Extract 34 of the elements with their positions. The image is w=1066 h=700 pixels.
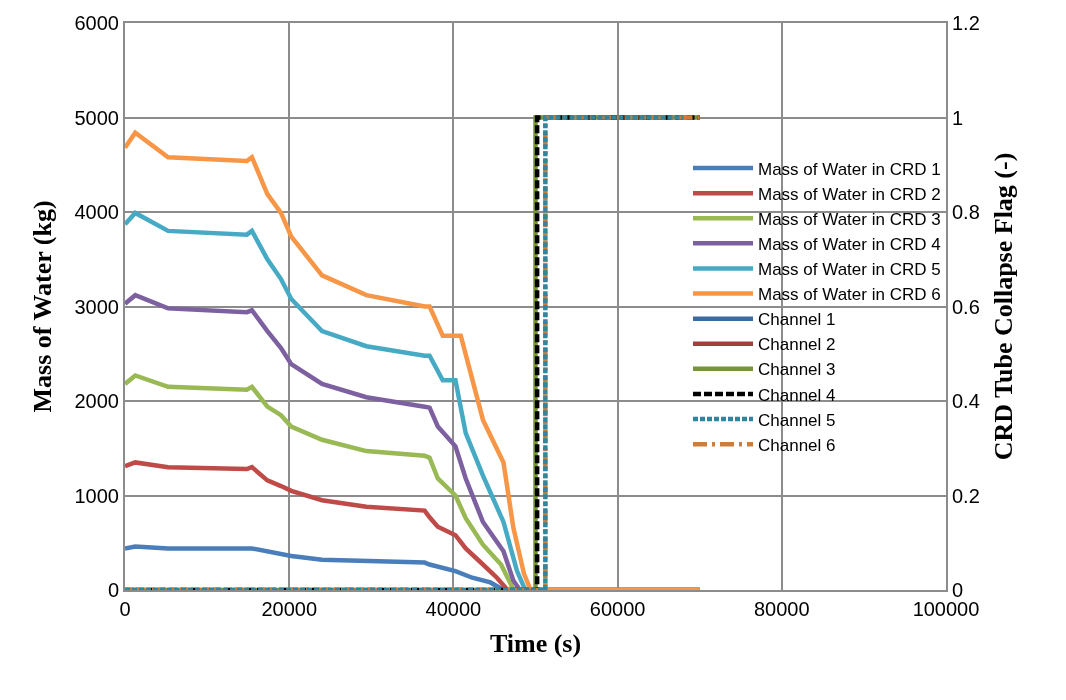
legend-label: Channel 6	[758, 435, 836, 455]
y-tick-label: 4000	[74, 201, 119, 223]
y-tick-label: 6000	[74, 12, 119, 34]
legend-label: Mass of Water in CRD 3	[758, 209, 941, 229]
y2-tick-label: 1.2	[952, 12, 980, 34]
x-tick-label: 60000	[589, 598, 646, 620]
legend-label: Channel 3	[758, 360, 836, 380]
legend-label: Mass of Water in CRD 2	[758, 184, 941, 204]
y-tick-label: 0	[107, 579, 119, 601]
legend-label: Mass of Water in CRD 5	[758, 260, 941, 280]
y2-tick-label: 0.8	[952, 201, 980, 223]
y2-tick-label: 1	[952, 106, 964, 129]
legend-label: Channel 1	[758, 310, 836, 330]
x-axis-title: Time (s)	[489, 629, 582, 659]
y2-axis-title: CRD Tube Collapse Flag (-)	[989, 152, 1019, 461]
x-tick-label: 80000	[753, 598, 810, 620]
legend-label: Mass of Water in CRD 4	[758, 234, 941, 254]
y-tick-label: 1000	[74, 484, 119, 507]
legend-label: Mass of Water in CRD 1	[758, 159, 941, 179]
legend-label: Mass of Water in CRD 6	[758, 285, 941, 305]
y2-tick-label: 0.6	[952, 295, 980, 318]
y2-tick-label: 0.2	[952, 484, 980, 507]
y2-tick-label: 0.4	[952, 390, 980, 412]
y-tick-label: 2000	[74, 390, 119, 412]
x-tick-label: 20000	[261, 598, 318, 620]
x-tick-label: 100000	[912, 598, 980, 620]
y-tick-label: 3000	[74, 295, 119, 318]
x-tick-label: 40000	[425, 598, 482, 620]
legend-label: Channel 2	[758, 335, 836, 355]
y2-tick-label: 0	[952, 579, 964, 601]
legend-label: Channel 5	[758, 410, 836, 430]
legend-label: Channel 4	[758, 385, 836, 405]
y-axis-title: Mass of Water (kg)	[28, 200, 58, 413]
y-tick-label: 5000	[74, 106, 119, 129]
